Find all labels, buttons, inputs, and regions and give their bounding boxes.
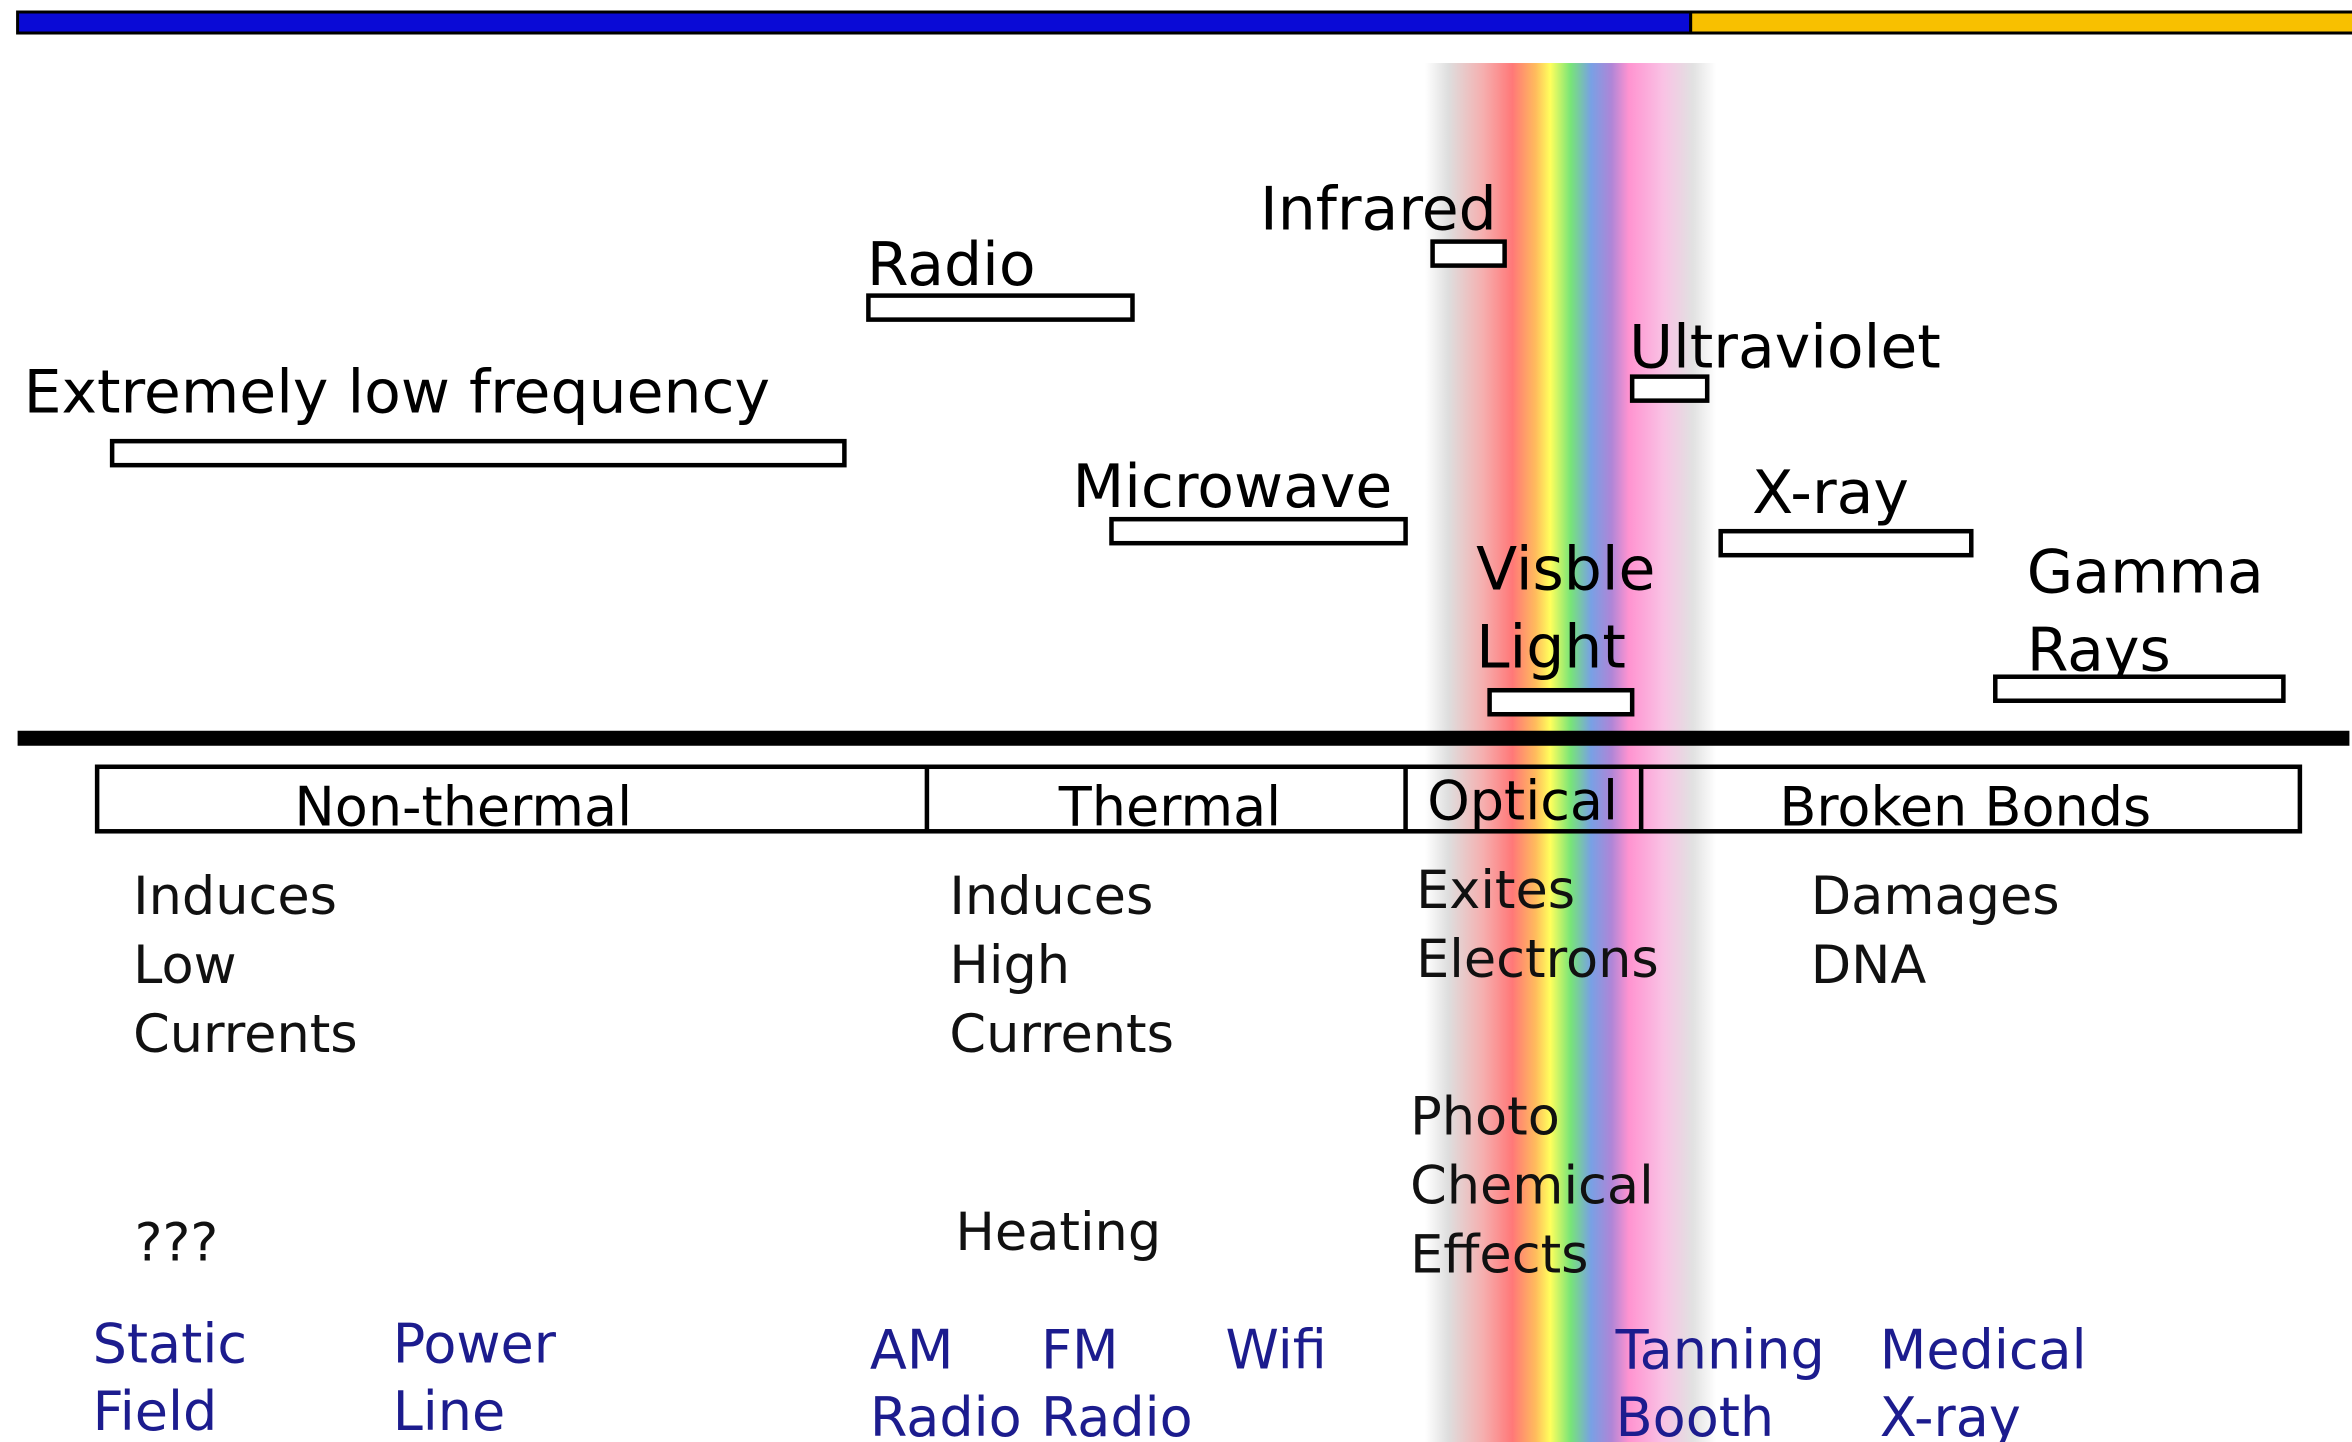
effect: Induces High Currents [949, 866, 1174, 1065]
regime-label: Non-thermal [294, 775, 632, 838]
effect: Exites Electrons [1416, 860, 1659, 990]
band-bar [109, 438, 847, 468]
regime-frame [94, 764, 2303, 834]
band-label: Ultraviolet [1629, 313, 1941, 383]
effect: Induces Low Currents [133, 866, 358, 1065]
band-bar [866, 293, 1135, 322]
band-label: X-ray [1752, 458, 1909, 528]
band-label: Visble Light [1476, 535, 1655, 683]
effects: Induces Low Currents Induces High Currents E… [133, 860, 2059, 1286]
band-bar [1487, 687, 1635, 717]
examples: Static Field Power Line AM Radio FM Radio Wi… [93, 1312, 2087, 1442]
visible-spectrum [1425, 63, 1717, 1442]
regime-label: Thermal [1058, 775, 1281, 838]
bands: Extremely low frequency Radio Infrared U… [24, 175, 2286, 717]
band-label: Gamma Rays [2027, 538, 2264, 686]
outcome: Heating [955, 1202, 1161, 1263]
band-bar [1430, 239, 1507, 268]
band-label: Extremely low frequency [24, 358, 770, 428]
band-label: Microwave [1072, 452, 1392, 522]
outcome: ??? [135, 1212, 219, 1273]
band-bar [1109, 516, 1408, 546]
band-label: Radio [867, 230, 1036, 300]
regime-label: Optical [1427, 769, 1618, 832]
regimes: Non-thermal Thermal Optical Broken Bonds [94, 764, 2303, 838]
outcome: Photo Chemical Effects [1410, 1086, 1654, 1285]
regime-label: Broken Bonds [1779, 775, 2151, 838]
example: Static Field [93, 1312, 247, 1442]
example: AM Radio [870, 1318, 1022, 1442]
band-bar [1993, 674, 2286, 703]
example: FM Radio [1041, 1318, 1193, 1442]
effect: Damages DNA [1811, 866, 2060, 996]
bar-yellow [1689, 10, 2352, 35]
band-bar [1718, 528, 1974, 558]
example: Power Line [393, 1312, 557, 1442]
example: Medical X-ray [1880, 1318, 2087, 1442]
bar-blue [16, 10, 1693, 35]
band-label: Infrared [1260, 175, 1497, 245]
band-bar [1629, 374, 1710, 403]
example: Tanning Booth [1615, 1318, 1825, 1442]
example: Wifi [1226, 1318, 1327, 1381]
